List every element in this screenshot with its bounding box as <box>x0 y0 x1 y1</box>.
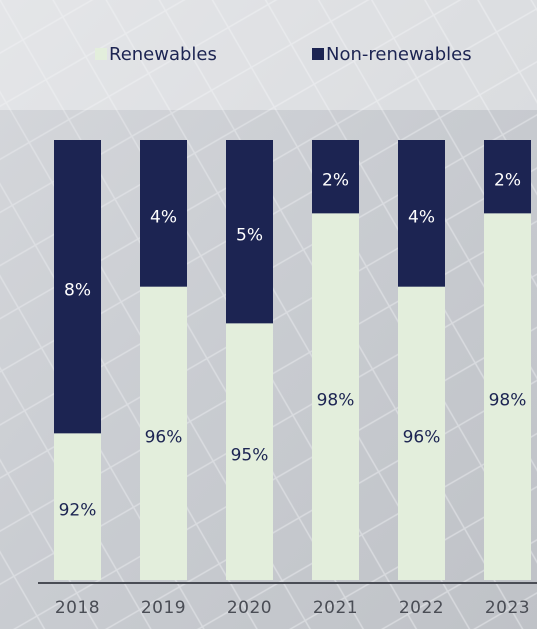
x-tick-label: 2022 <box>399 598 444 618</box>
value-label: 5% <box>236 226 263 246</box>
x-tick-label: 2020 <box>227 598 272 618</box>
legend-swatch <box>312 48 324 60</box>
legend-swatch <box>95 48 107 60</box>
x-tick-label: 2023 <box>485 598 530 618</box>
value-label: 2% <box>494 171 521 191</box>
value-label: 8% <box>64 281 91 301</box>
value-label: 95% <box>231 446 269 466</box>
x-tick-label: 2018 <box>55 598 100 618</box>
x-tick-label: 2019 <box>141 598 186 618</box>
chart: Renewables Non-renewables 92% 8% 2018 96% 4% 20… <box>0 0 537 629</box>
x-tick-label: 2021 <box>313 598 358 618</box>
value-label: 4% <box>150 207 177 227</box>
legend-label: Renewables <box>109 44 217 65</box>
value-label: 4% <box>408 207 435 227</box>
value-label: 96% <box>145 427 183 447</box>
value-label: 98% <box>489 391 527 411</box>
value-label: 96% <box>403 427 441 447</box>
value-label: 98% <box>317 391 355 411</box>
value-label: 2% <box>322 171 349 191</box>
legend-label: Non-renewables <box>326 44 472 65</box>
value-label: 92% <box>59 501 97 521</box>
